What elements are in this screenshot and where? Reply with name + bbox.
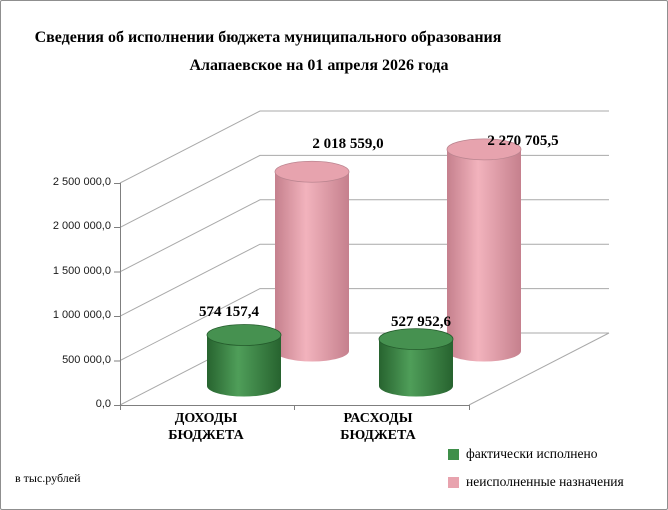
category-label-line: БЮДЖЕТА xyxy=(168,428,244,443)
category-label-line: БЮДЖЕТА xyxy=(340,428,416,443)
gridline xyxy=(119,199,609,273)
cylinder-top xyxy=(378,328,454,351)
chart-title-line1: Сведения об исполнении бюджета муниципал… xyxy=(34,29,502,46)
legend-item-planned: неисполненные назначения xyxy=(448,474,624,490)
ytick-label: 500 000,0 xyxy=(62,353,111,366)
category-axis-ticks xyxy=(120,405,470,410)
units-note: в тыс.рублей xyxy=(15,471,81,485)
legend-label: фактически исполнено xyxy=(466,446,598,461)
ytick-label: 0,0 xyxy=(95,398,111,410)
cylinder-top xyxy=(274,160,350,183)
ytick-label: 1 500 000,0 xyxy=(52,264,111,277)
data-label-income-executed: 574 157,4 xyxy=(199,304,259,320)
cylinder-top xyxy=(446,138,522,161)
gridline xyxy=(119,154,609,228)
chart-title-line2: Алапаевское на 01 апреля 2026 года xyxy=(189,57,449,74)
legend-label: неисполненные назначения xyxy=(466,474,624,489)
ytick-label: 2 500 000,0 xyxy=(52,176,111,188)
ytick-label: 2 000 000,0 xyxy=(52,220,111,233)
category-label-line: ДОХОДЫ xyxy=(174,411,238,426)
legend-swatch-1 xyxy=(448,476,459,488)
category-label-income: ДОХОДЫ БЮДЖЕТА xyxy=(116,410,296,444)
ytick-label: 1 000 000,0 xyxy=(52,309,111,322)
floor-back-edge xyxy=(119,332,609,406)
cylinder-body xyxy=(379,339,453,397)
data-label-income-planned: 2 018 559,0 xyxy=(312,136,384,152)
value-axis-ticks xyxy=(114,183,120,406)
data-label-expense-planned: 2 270 705,5 xyxy=(487,133,559,149)
category-label-expense: РАСХОДЫ БЮДЖЕТА xyxy=(288,410,468,444)
legend-item-executed: фактически исполнено xyxy=(448,446,624,462)
gridline xyxy=(119,110,609,184)
gridlines xyxy=(119,110,610,406)
axes xyxy=(114,183,470,410)
cylinder-body xyxy=(447,149,521,362)
floor-right-edge xyxy=(468,332,610,406)
cylinder-series xyxy=(206,138,522,397)
cylinder-body xyxy=(207,335,281,397)
category-label-line: РАСХОДЫ xyxy=(343,411,413,426)
cylinder-body xyxy=(275,171,349,362)
data-label-expense-executed: 527 952,6 xyxy=(391,314,451,330)
legend-swatch-0 xyxy=(448,448,459,460)
legend: фактически исполнено неисполненные назна… xyxy=(448,446,624,502)
cylinder-top xyxy=(206,324,282,346)
